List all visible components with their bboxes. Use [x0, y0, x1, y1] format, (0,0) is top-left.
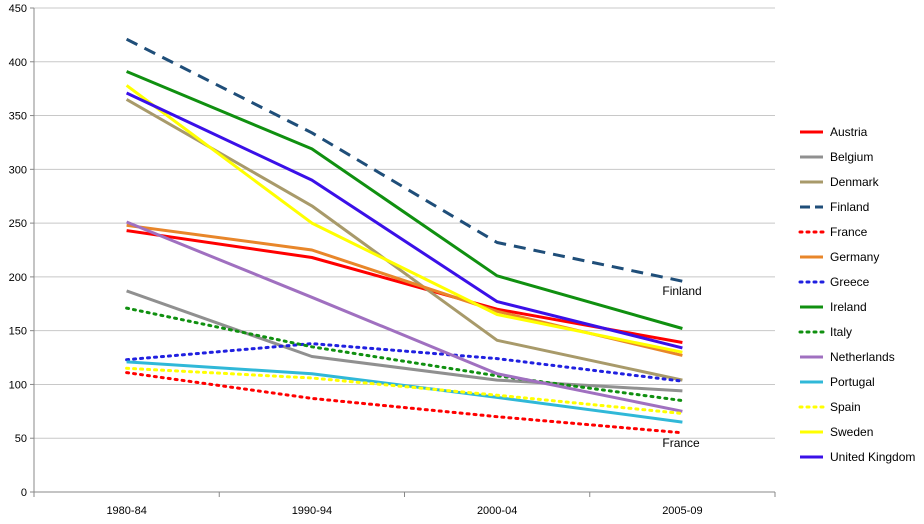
legend-label-united-kingdom: United Kingdom — [830, 450, 915, 464]
series-lines — [125, 37, 684, 435]
y-tick-label: 150 — [9, 326, 27, 338]
annotations: Finland France — [662, 284, 701, 450]
gridlines — [34, 7, 775, 439]
y-tick-label: 0 — [21, 487, 27, 499]
series-line-ireland — [126, 70, 683, 330]
legend-label-denmark: Denmark — [830, 175, 880, 189]
legend-label-netherlands: Netherlands — [830, 350, 895, 364]
legend-label-germany: Germany — [830, 250, 879, 264]
series-line-belgium — [126, 289, 683, 393]
x-tick-label: 2005-09 — [662, 505, 702, 517]
legend-label-greece: Greece — [830, 275, 870, 289]
annotation-france: France — [662, 436, 700, 450]
y-tick-label: 350 — [9, 111, 27, 123]
series-line-sweden — [125, 84, 683, 354]
y-tick-label: 200 — [9, 272, 27, 284]
legend-label-spain: Spain — [830, 400, 861, 414]
legend-label-italy: Italy — [830, 325, 852, 339]
y-tick-label: 400 — [9, 57, 27, 69]
y-tick-label: 450 — [9, 3, 27, 15]
x-axis-ticks: 1980-84 1990-94 2000-04 2005-09 — [33, 492, 776, 517]
legend: Austria Belgium Denmark Finland France German… — [798, 125, 915, 464]
x-tick-label: 1980-84 — [106, 505, 146, 517]
series-line-greece — [125, 342, 684, 383]
y-tick-label: 300 — [9, 164, 27, 176]
series-line-italy — [125, 306, 684, 403]
legend-label-finland: Finland — [830, 200, 869, 214]
series-line-netherlands — [126, 220, 683, 413]
y-tick-label: 100 — [9, 379, 27, 391]
legend-label-france: France — [830, 225, 868, 239]
y-tick-label: 250 — [9, 218, 27, 230]
x-tick-label: 2000-04 — [477, 505, 517, 517]
y-axis-ticks: 0 50 100 150 200 250 300 350 400 450 — [9, 3, 34, 499]
annotation-finland: Finland — [662, 284, 701, 298]
series-line-france — [125, 371, 684, 435]
legend-label-belgium: Belgium — [830, 150, 873, 164]
series-line-portugal — [126, 360, 683, 424]
series-line-united-kingdom — [125, 91, 683, 350]
legend-label-sweden: Sweden — [830, 425, 873, 439]
legend-label-portugal: Portugal — [830, 375, 875, 389]
x-tick-label: 1990-94 — [292, 505, 332, 517]
y-tick-label: 50 — [15, 433, 27, 445]
legend-label-austria: Austria — [830, 125, 868, 139]
series-line-spain — [125, 366, 684, 415]
series-line-finland — [125, 37, 683, 283]
legend-label-ireland: Ireland — [830, 300, 867, 314]
